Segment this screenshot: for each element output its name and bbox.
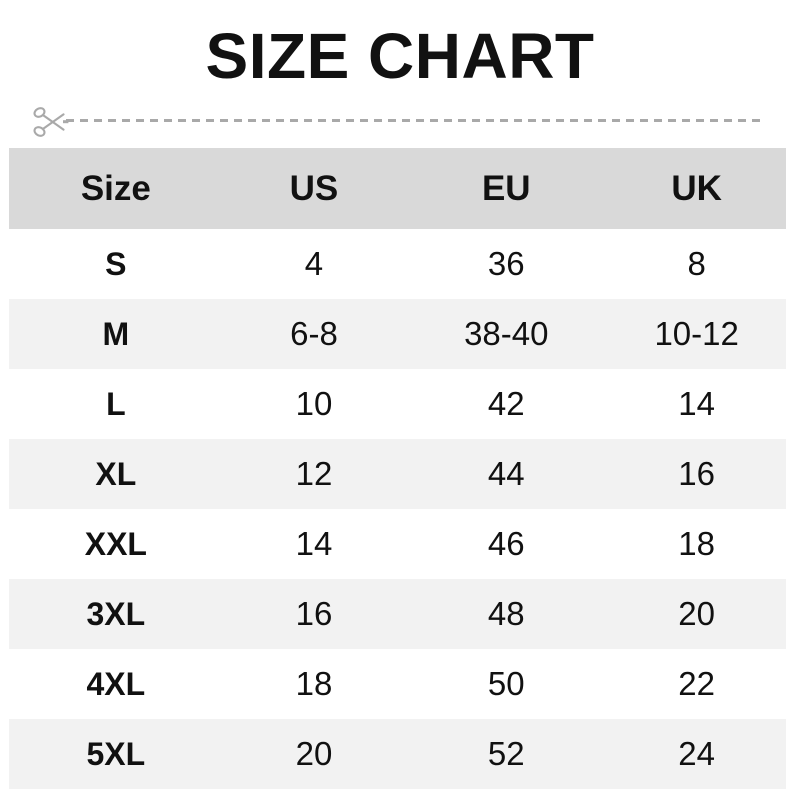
table-row: S 4 36 8: [9, 229, 786, 299]
cut-line: [0, 100, 800, 144]
cell-us: 20: [295, 735, 333, 772]
scissors-icon: [30, 102, 70, 142]
cell-eu: 36: [487, 245, 525, 282]
cell-uk: 22: [678, 665, 715, 702]
size-chart-table: Size US EU UK S 4 36 8 M 6-8 38-40 10-12…: [9, 148, 786, 789]
cell-us: 14: [295, 525, 333, 562]
dashed-cut-line: [66, 119, 766, 122]
cell-size: S: [105, 246, 127, 282]
table-row: 4XL 18 50 22: [9, 649, 786, 719]
cell-uk: 8: [687, 245, 706, 282]
cell-size: 3XL: [86, 596, 146, 632]
cell-uk: 24: [678, 735, 715, 772]
table-row: M 6-8 38-40 10-12: [9, 299, 786, 369]
cell-size: 4XL: [86, 666, 146, 702]
table-row: XXL 14 46 18: [9, 509, 786, 579]
cell-eu: 48: [487, 595, 525, 632]
cell-uk: 18: [678, 525, 715, 562]
table-header-row: Size US EU UK: [9, 148, 786, 229]
cell-us: 6-8: [290, 315, 338, 352]
cell-eu: 38-40: [464, 315, 549, 352]
cell-eu: 52: [487, 735, 525, 772]
cell-eu: 44: [487, 455, 525, 492]
cell-size: 5XL: [86, 736, 146, 772]
column-header-eu: EU: [405, 148, 608, 229]
cell-eu: 42: [487, 385, 525, 422]
cell-us: 16: [295, 595, 333, 632]
cell-eu: 50: [487, 665, 525, 702]
cell-us: 18: [295, 665, 333, 702]
cell-uk: 14: [678, 385, 715, 422]
column-header-uk: UK: [607, 148, 786, 229]
cell-uk: 10-12: [654, 315, 739, 352]
cell-uk: 16: [678, 455, 715, 492]
cell-us: 4: [304, 245, 324, 282]
page-title: SIZE CHART: [205, 20, 595, 92]
table-row: 5XL 20 52 24: [9, 719, 786, 789]
cell-size: XXL: [84, 526, 147, 562]
column-header-us: US: [222, 148, 406, 229]
cell-us: 10: [295, 385, 333, 422]
cell-size: L: [106, 386, 126, 422]
cell-us: 12: [295, 455, 333, 492]
column-header-size: Size: [9, 148, 223, 229]
cell-eu: 46: [487, 525, 525, 562]
table-row: 3XL 16 48 20: [9, 579, 786, 649]
cell-size: XL: [95, 456, 137, 492]
cell-size: M: [102, 316, 130, 352]
cell-uk: 20: [678, 595, 715, 632]
table-row: XL 12 44 16: [9, 439, 786, 509]
table-row: L 10 42 14: [9, 369, 786, 439]
